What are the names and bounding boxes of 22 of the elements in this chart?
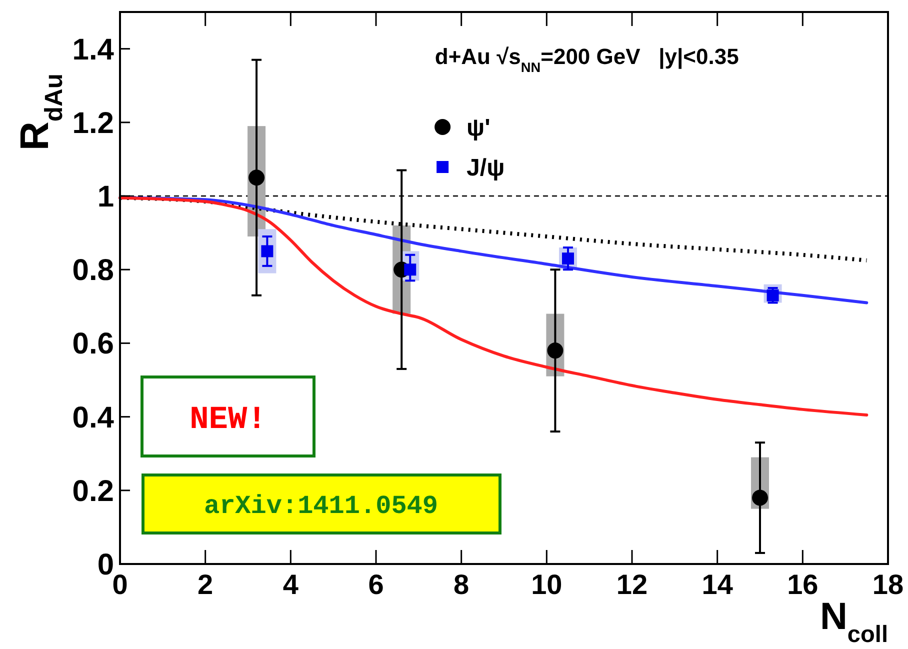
y-tick-label: 0.6: [72, 328, 114, 361]
point: [752, 490, 768, 506]
x-tick-label: 8: [454, 569, 470, 600]
x-tick-label: 2: [198, 569, 214, 600]
x-tick-label: 16: [787, 569, 818, 600]
point: [248, 170, 265, 186]
x-tick-label: 6: [368, 569, 384, 600]
annotation: NEW!: [190, 401, 266, 438]
x-tick-label: 12: [616, 569, 648, 600]
x-tick-label: 14: [702, 569, 734, 600]
x-tick-label: 4: [282, 569, 299, 600]
y-tick-label: 1: [97, 180, 114, 214]
y-tick-label: 1.2: [72, 106, 114, 140]
annotation: arXiv:1411.0549: [204, 491, 438, 522]
legend-label: J/ψ: [466, 154, 505, 182]
x-tick-label: 10: [531, 569, 562, 600]
y-tick-label: 0.8: [72, 254, 114, 288]
y-tick-label: 0.2: [72, 474, 114, 508]
legend-label: ψ': [466, 114, 490, 142]
y-tick-label: 1.4: [72, 33, 114, 66]
y-tick-label: 0.4: [72, 401, 114, 434]
annotation: d+Au √s$_{NN}$=200 GeV |y|<0.35: [434, 44, 739, 74]
